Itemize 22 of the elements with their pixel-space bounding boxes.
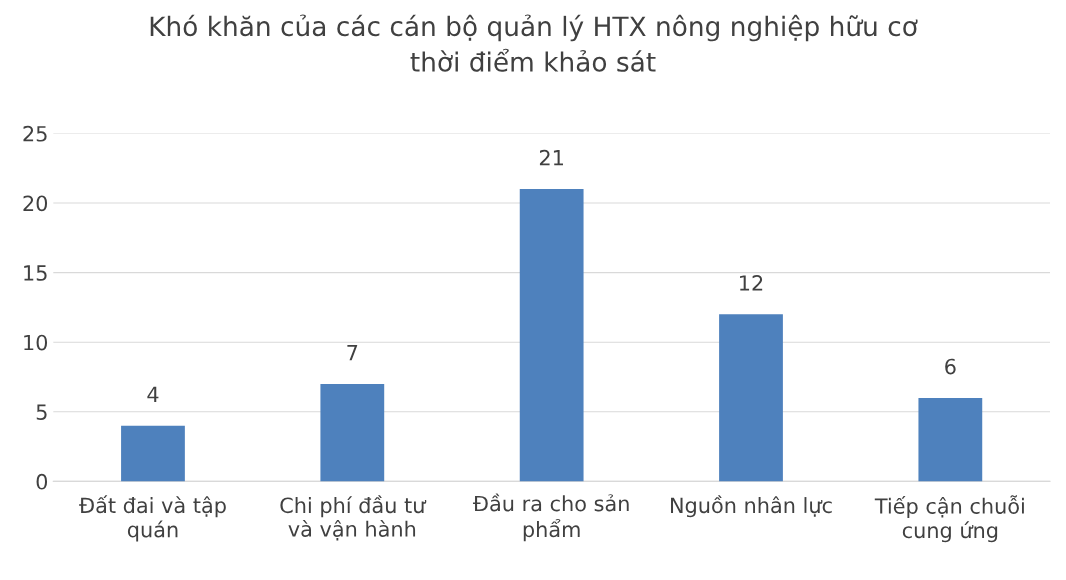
bar [121,425,185,482]
bar [719,314,783,482]
x-tick-label: Đầu ra cho sản phẩm [472,493,629,542]
y-tick-label: 25 [23,125,47,142]
data-label: 4 [147,386,159,402]
data-label: 7 [347,344,358,361]
bar [320,383,385,482]
chart-title: Khó khăn của các cán bộ quản lý HTX nông nghiệp hữu cơ thời điểm khảo sát [150,14,918,72]
x-tick-label: Tiếp cận chuỗi cung ứng [874,495,1024,543]
y-tick-label: 10 [24,334,48,351]
y-tick-label: 20 [23,195,48,212]
data-label: 12 [740,275,763,291]
bar [918,397,983,482]
x-tick-label: Chi phí đầu tư và vận hành [280,495,427,541]
y-tick-label: 0 [36,473,48,490]
y-tick-label: 15 [24,265,47,281]
bar [519,189,584,482]
data-label: 21 [539,149,563,166]
data-label: 6 [945,358,956,375]
y-tick-label: 5 [36,404,47,421]
x-tick-label: Nguồn nhân lực [671,495,832,518]
x-tick-label: Đất đai và tập quán [79,495,226,542]
